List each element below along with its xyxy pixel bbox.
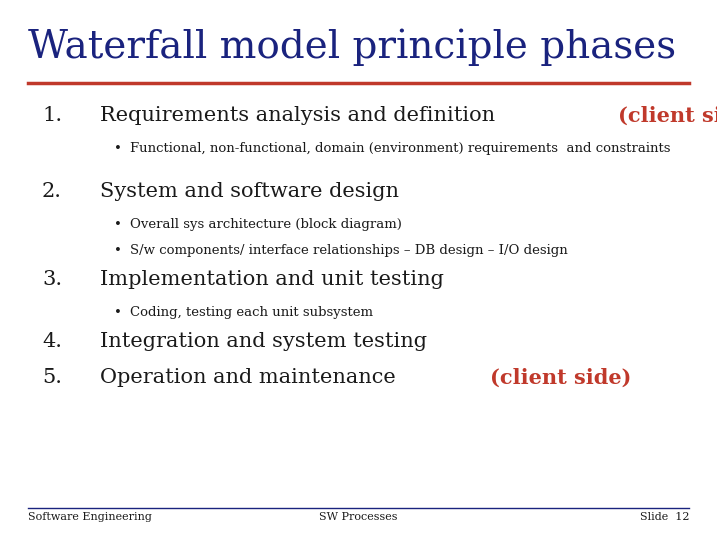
Text: 4.: 4. (42, 332, 62, 351)
Text: Functional, non-functional, domain (environment) requirements  and constraints: Functional, non-functional, domain (envi… (130, 142, 670, 155)
Text: (client side): (client side) (618, 106, 717, 126)
Text: Overall sys architecture (block diagram): Overall sys architecture (block diagram) (130, 218, 402, 231)
Text: Implementation and unit testing: Implementation and unit testing (100, 270, 444, 289)
Text: 1.: 1. (42, 106, 62, 125)
Text: Operation and maintenance: Operation and maintenance (100, 368, 402, 387)
Text: Requirements analysis and definition: Requirements analysis and definition (100, 106, 502, 125)
Text: •: • (114, 142, 122, 155)
Text: 3.: 3. (42, 270, 62, 289)
Text: Coding, testing each unit subsystem: Coding, testing each unit subsystem (130, 306, 373, 319)
Text: •: • (114, 244, 122, 257)
Text: •: • (114, 218, 122, 231)
Text: (client side): (client side) (490, 368, 632, 388)
Text: Integration and system testing: Integration and system testing (100, 332, 427, 351)
Text: Software Engineering: Software Engineering (28, 512, 152, 522)
Text: •: • (114, 306, 122, 319)
Text: 2.: 2. (42, 182, 62, 201)
Text: Waterfall model principle phases: Waterfall model principle phases (28, 28, 676, 66)
Text: System and software design: System and software design (100, 182, 399, 201)
Text: 5.: 5. (42, 368, 62, 387)
Text: SW Processes: SW Processes (319, 512, 397, 522)
Text: Slide  12: Slide 12 (640, 512, 689, 522)
Text: S/w components/ interface relationships – DB design – I/O design: S/w components/ interface relationships … (130, 244, 568, 257)
